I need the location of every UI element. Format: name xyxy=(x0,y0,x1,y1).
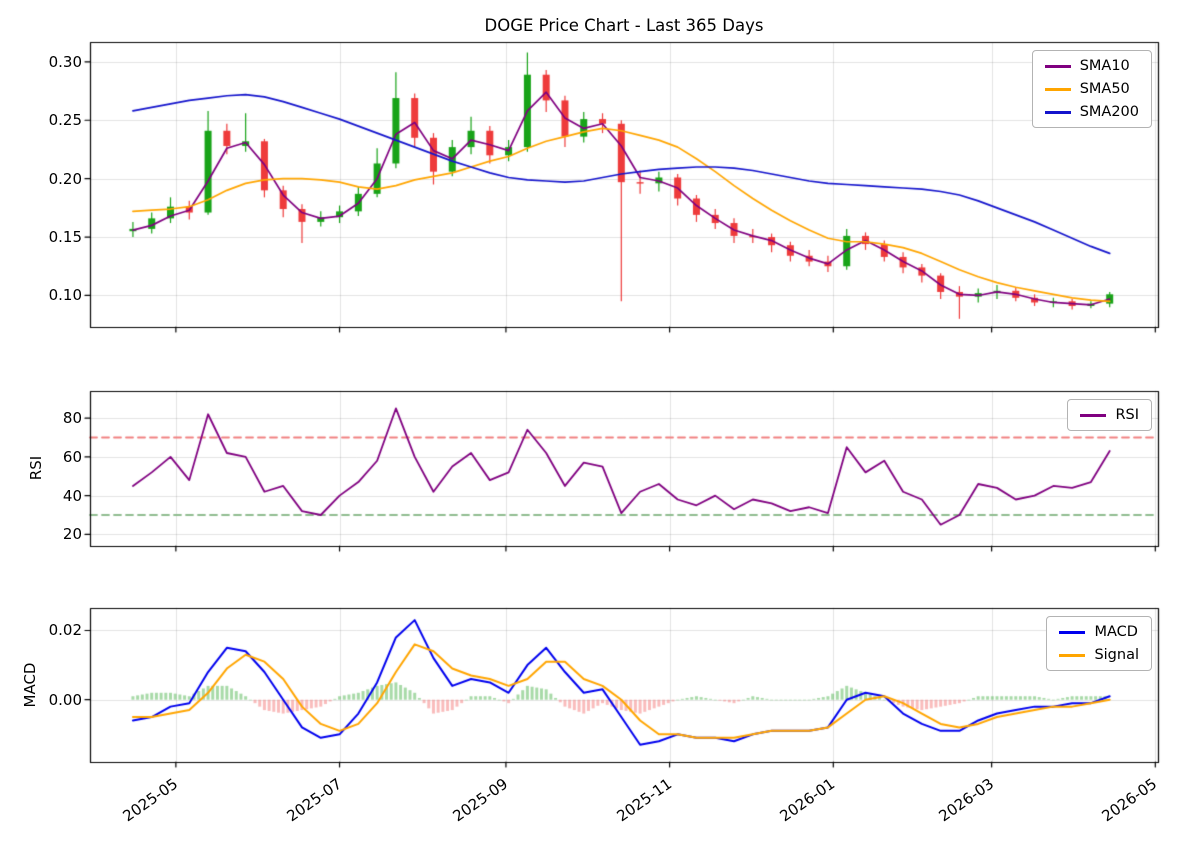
legend-label-signal: Signal xyxy=(1094,647,1139,663)
macd-line-swatch xyxy=(1059,630,1086,634)
legend-item-sma10: SMA10 xyxy=(1044,58,1139,74)
signal-line-swatch xyxy=(1059,653,1086,657)
legend-label-sma10: SMA10 xyxy=(1079,58,1130,74)
y-tick-label: 0.00 xyxy=(48,690,82,709)
sma200-line-swatch xyxy=(1044,110,1071,114)
price-legend: SMA10 SMA50 SMA200 xyxy=(1031,50,1152,128)
y-tick-label: 40 xyxy=(62,486,82,505)
legend-item-macd: MACD xyxy=(1059,624,1139,640)
legend-label-macd: MACD xyxy=(1094,624,1138,640)
legend-item-rsi: RSI xyxy=(1080,407,1139,423)
y-tick-label: 0.02 xyxy=(48,621,82,640)
y-tick-label: 20 xyxy=(62,525,82,544)
macd-axis-label: MACD xyxy=(21,662,39,708)
sma50-line-swatch xyxy=(1044,87,1071,91)
rsi-legend: RSI xyxy=(1067,399,1152,431)
y-tick-label: 0.15 xyxy=(48,228,82,247)
legend-label-rsi: RSI xyxy=(1115,407,1139,423)
sma10-line-swatch xyxy=(1044,64,1071,68)
y-tick-label: 0.25 xyxy=(48,111,82,130)
legend-label-sma200: SMA200 xyxy=(1079,104,1139,120)
rsi-line-swatch xyxy=(1080,413,1107,417)
legend-item-sma50: SMA50 xyxy=(1044,81,1139,97)
y-tick-label: 0.10 xyxy=(48,286,82,305)
legend-item-signal: Signal xyxy=(1059,647,1139,663)
legend-label-sma50: SMA50 xyxy=(1079,81,1130,97)
y-tick-label: 80 xyxy=(62,409,82,428)
macd-legend: MACD Signal xyxy=(1046,616,1152,671)
legend-item-sma200: SMA200 xyxy=(1044,104,1139,120)
y-tick-label: 60 xyxy=(62,447,82,466)
chart-title: DOGE Price Chart - Last 365 Days xyxy=(484,16,764,35)
y-tick-label: 0.20 xyxy=(48,169,82,188)
y-tick-label: 0.30 xyxy=(48,52,82,71)
